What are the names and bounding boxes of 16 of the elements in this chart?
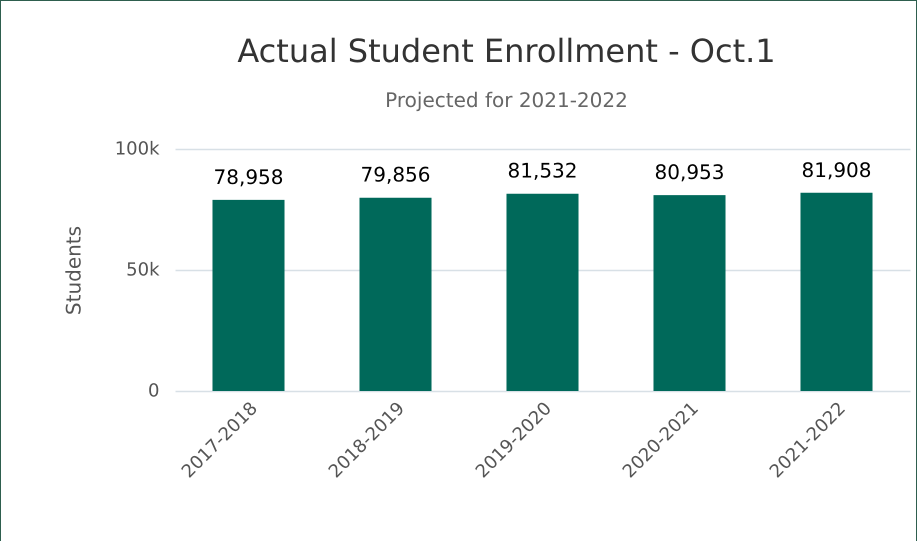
- data-label: 81,908: [802, 158, 872, 182]
- bar: [800, 192, 873, 391]
- y-tick-label: 50k: [126, 260, 160, 280]
- bar: [653, 195, 726, 391]
- chart-title: Actual Student Enrollment - Oct.1: [237, 32, 776, 70]
- y-axis-title: Students: [62, 226, 86, 316]
- chart-subtitle: Projected for 2021-2022: [385, 88, 628, 112]
- y-tick-label: 100k: [114, 138, 160, 160]
- bar: [212, 200, 285, 391]
- data-label: 78,958: [214, 164, 284, 189]
- data-label: 80,953: [654, 160, 724, 184]
- bar: [359, 198, 432, 391]
- data-label: 81,532: [508, 158, 578, 183]
- data-label: 79,856: [360, 162, 430, 187]
- y-tick-label: 0: [148, 380, 160, 402]
- bar: [506, 194, 579, 391]
